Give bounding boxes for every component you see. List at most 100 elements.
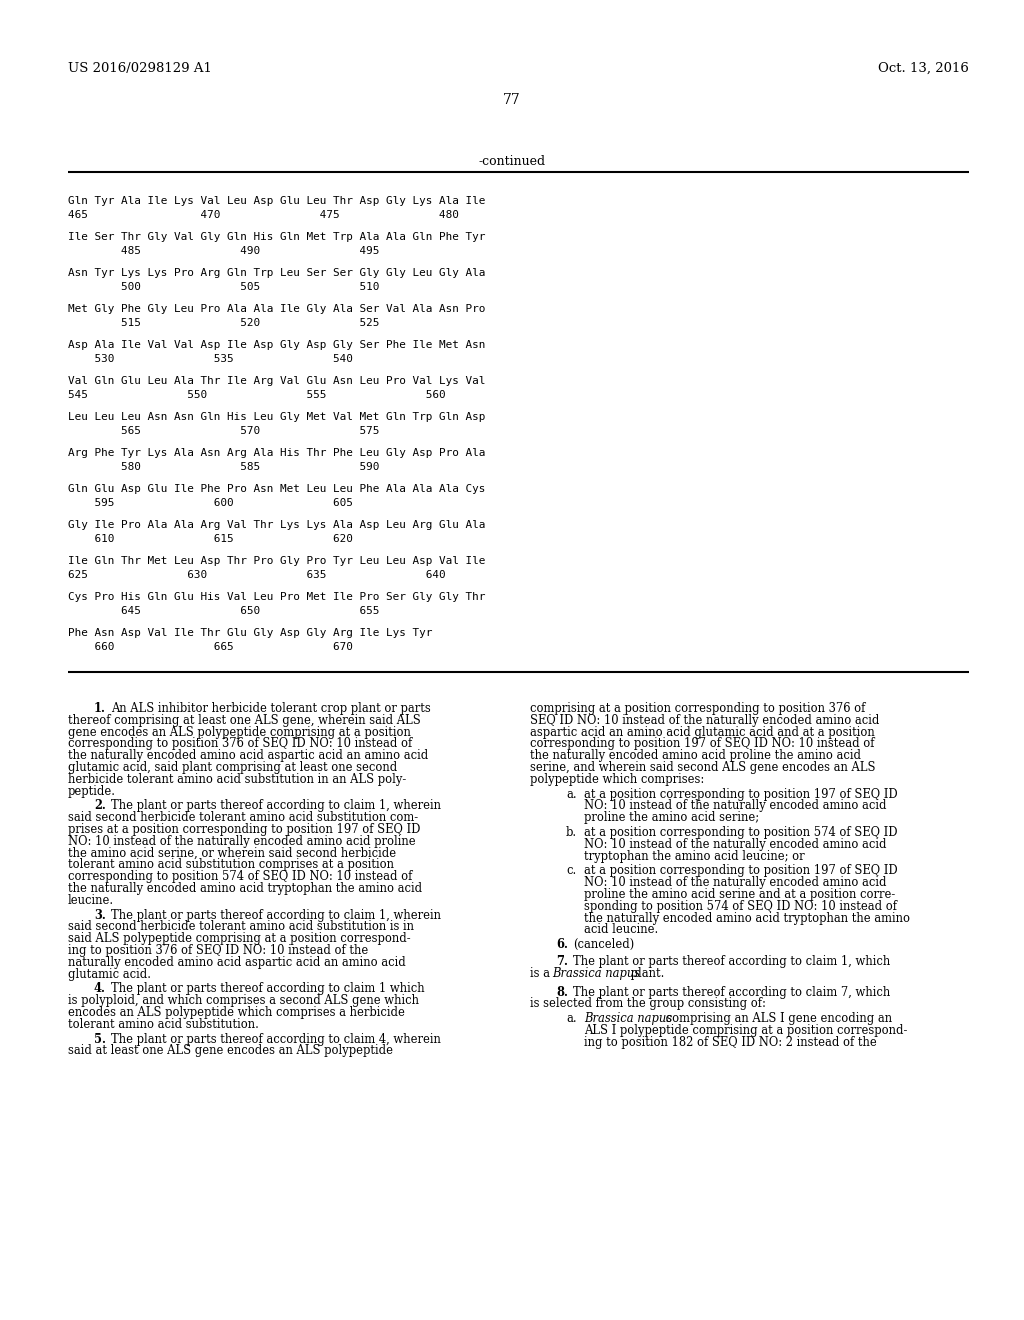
Text: The plant or parts thereof according to claim 4, wherein: The plant or parts thereof according to … — [111, 1032, 441, 1045]
Text: Gln Tyr Ala Ile Lys Val Leu Asp Glu Leu Thr Asp Gly Lys Ala Ile: Gln Tyr Ala Ile Lys Val Leu Asp Glu Leu … — [68, 195, 485, 206]
Text: (canceled): (canceled) — [573, 939, 634, 952]
Text: acid leucine.: acid leucine. — [584, 924, 658, 936]
Text: 465                 470               475               480: 465 470 475 480 — [68, 210, 459, 220]
Text: 485               490               495: 485 490 495 — [68, 246, 379, 256]
Text: at a position corresponding to position 197 of SEQ ID: at a position corresponding to position … — [584, 788, 898, 801]
Text: said at least one ALS gene encodes an ALS polypeptide: said at least one ALS gene encodes an AL… — [68, 1044, 393, 1057]
Text: US 2016/0298129 A1: US 2016/0298129 A1 — [68, 62, 212, 75]
Text: 4.: 4. — [94, 982, 105, 995]
Text: 6.: 6. — [556, 939, 568, 952]
Text: 625               630               635               640: 625 630 635 640 — [68, 570, 445, 579]
Text: tryptophan the amino acid leucine; or: tryptophan the amino acid leucine; or — [584, 850, 805, 862]
Text: The plant or parts thereof according to claim 1, which: The plant or parts thereof according to … — [573, 954, 890, 968]
Text: Brassica napus: Brassica napus — [584, 1012, 672, 1026]
Text: Leu Leu Leu Asn Asn Gln His Leu Gly Met Val Met Gln Trp Gln Asp: Leu Leu Leu Asn Asn Gln His Leu Gly Met … — [68, 412, 485, 422]
Text: prises at a position corresponding to position 197 of SEQ ID: prises at a position corresponding to po… — [68, 822, 421, 836]
Text: proline the amino acid serine;: proline the amino acid serine; — [584, 812, 759, 824]
Text: NO: 10 instead of the naturally encoded amino acid proline: NO: 10 instead of the naturally encoded … — [68, 834, 416, 847]
Text: Gly Ile Pro Ala Ala Arg Val Thr Lys Lys Ala Asp Leu Arg Glu Ala: Gly Ile Pro Ala Ala Arg Val Thr Lys Lys … — [68, 520, 485, 531]
Text: encodes an ALS polypeptide which comprises a herbicide: encodes an ALS polypeptide which compris… — [68, 1006, 404, 1019]
Text: at a position corresponding to position 197 of SEQ ID: at a position corresponding to position … — [584, 865, 898, 878]
Text: tolerant amino acid substitution.: tolerant amino acid substitution. — [68, 1018, 259, 1031]
Text: -continued: -continued — [478, 154, 546, 168]
Text: 7.: 7. — [556, 954, 568, 968]
Text: ing to position 182 of SEQ ID NO: 2 instead of the: ing to position 182 of SEQ ID NO: 2 inst… — [584, 1036, 877, 1049]
Text: corresponding to position 376 of SEQ ID NO: 10 instead of: corresponding to position 376 of SEQ ID … — [68, 738, 413, 750]
Text: 500               505               510: 500 505 510 — [68, 282, 379, 292]
Text: comprising at a position corresponding to position 376 of: comprising at a position corresponding t… — [530, 702, 865, 715]
Text: leucine.: leucine. — [68, 894, 114, 907]
Text: at a position corresponding to position 574 of SEQ ID: at a position corresponding to position … — [584, 826, 897, 840]
Text: is selected from the group consisting of:: is selected from the group consisting of… — [530, 998, 766, 1010]
Text: serine, and wherein said second ALS gene encodes an ALS: serine, and wherein said second ALS gene… — [530, 762, 876, 774]
Text: Asn Tyr Lys Lys Pro Arg Gln Trp Leu Ser Ser Gly Gly Leu Gly Ala: Asn Tyr Lys Lys Pro Arg Gln Trp Leu Ser … — [68, 268, 485, 279]
Text: Gln Glu Asp Glu Ile Phe Pro Asn Met Leu Leu Phe Ala Ala Ala Cys: Gln Glu Asp Glu Ile Phe Pro Asn Met Leu … — [68, 484, 485, 494]
Text: b.: b. — [566, 826, 578, 840]
Text: corresponding to position 574 of SEQ ID NO: 10 instead of: corresponding to position 574 of SEQ ID … — [68, 870, 413, 883]
Text: 645               650               655: 645 650 655 — [68, 606, 379, 616]
Text: proline the amino acid serine and at a position corre-: proline the amino acid serine and at a p… — [584, 888, 895, 902]
Text: is polyploid, and which comprises a second ALS gene which: is polyploid, and which comprises a seco… — [68, 994, 419, 1007]
Text: the naturally encoded amino acid aspartic acid an amino acid: the naturally encoded amino acid asparti… — [68, 750, 428, 762]
Text: sponding to position 574 of SEQ ID NO: 10 instead of: sponding to position 574 of SEQ ID NO: 1… — [584, 900, 897, 913]
Text: said second herbicide tolerant amino acid substitution is in: said second herbicide tolerant amino aci… — [68, 920, 414, 933]
Text: 515               520               525: 515 520 525 — [68, 318, 379, 327]
Text: glutamic acid, said plant comprising at least one second: glutamic acid, said plant comprising at … — [68, 762, 397, 774]
Text: 565               570               575: 565 570 575 — [68, 426, 379, 436]
Text: tolerant amino acid substitution comprises at a position: tolerant amino acid substitution compris… — [68, 858, 394, 871]
Text: glutamic acid.: glutamic acid. — [68, 968, 151, 981]
Text: ing to position 376 of SEQ ID NO: 10 instead of the: ing to position 376 of SEQ ID NO: 10 ins… — [68, 944, 369, 957]
Text: Arg Phe Tyr Lys Ala Asn Arg Ala His Thr Phe Leu Gly Asp Pro Ala: Arg Phe Tyr Lys Ala Asn Arg Ala His Thr … — [68, 447, 485, 458]
Text: 3.: 3. — [94, 908, 105, 921]
Text: comprising an ALS I gene encoding an: comprising an ALS I gene encoding an — [662, 1012, 892, 1026]
Text: NO: 10 instead of the naturally encoded amino acid: NO: 10 instead of the naturally encoded … — [584, 876, 887, 890]
Text: 2.: 2. — [94, 800, 105, 812]
Text: polypeptide which comprises:: polypeptide which comprises: — [530, 772, 705, 785]
Text: 77: 77 — [503, 92, 521, 107]
Text: NO: 10 instead of the naturally encoded amino acid: NO: 10 instead of the naturally encoded … — [584, 800, 887, 812]
Text: 610               615               620: 610 615 620 — [68, 535, 353, 544]
Text: Oct. 13, 2016: Oct. 13, 2016 — [879, 62, 969, 75]
Text: Ile Gln Thr Met Leu Asp Thr Pro Gly Pro Tyr Leu Leu Asp Val Ile: Ile Gln Thr Met Leu Asp Thr Pro Gly Pro … — [68, 556, 485, 566]
Text: Ile Ser Thr Gly Val Gly Gln His Gln Met Trp Ala Ala Gln Phe Tyr: Ile Ser Thr Gly Val Gly Gln His Gln Met … — [68, 232, 485, 242]
Text: a.: a. — [566, 788, 577, 801]
Text: Asp Ala Ile Val Val Asp Ile Asp Gly Asp Gly Ser Phe Ile Met Asn: Asp Ala Ile Val Val Asp Ile Asp Gly Asp … — [68, 341, 485, 350]
Text: Val Gln Glu Leu Ala Thr Ile Arg Val Glu Asn Leu Pro Val Lys Val: Val Gln Glu Leu Ala Thr Ile Arg Val Glu … — [68, 376, 485, 385]
Text: SEQ ID NO: 10 instead of the naturally encoded amino acid: SEQ ID NO: 10 instead of the naturally e… — [530, 714, 880, 727]
Text: An ALS inhibitor herbicide tolerant crop plant or parts: An ALS inhibitor herbicide tolerant crop… — [111, 702, 431, 715]
Text: gene encodes an ALS polypeptide comprising at a position: gene encodes an ALS polypeptide comprisi… — [68, 726, 411, 739]
Text: 8.: 8. — [556, 986, 568, 999]
Text: herbicide tolerant amino acid substitution in an ALS poly-: herbicide tolerant amino acid substituti… — [68, 772, 407, 785]
Text: Cys Pro His Gln Glu His Val Leu Pro Met Ile Pro Ser Gly Gly Thr: Cys Pro His Gln Glu His Val Leu Pro Met … — [68, 591, 485, 602]
Text: c.: c. — [566, 865, 577, 878]
Text: The plant or parts thereof according to claim 7, which: The plant or parts thereof according to … — [573, 986, 890, 999]
Text: The plant or parts thereof according to claim 1 which: The plant or parts thereof according to … — [111, 982, 425, 995]
Text: the naturally encoded amino acid tryptophan the amino acid: the naturally encoded amino acid tryptop… — [68, 882, 422, 895]
Text: corresponding to position 197 of SEQ ID NO: 10 instead of: corresponding to position 197 of SEQ ID … — [530, 738, 874, 750]
Text: a.: a. — [566, 1012, 577, 1026]
Text: the amino acid serine, or wherein said second herbicide: the amino acid serine, or wherein said s… — [68, 846, 396, 859]
Text: 5.: 5. — [94, 1032, 105, 1045]
Text: aspartic acid an amino acid glutamic acid and at a position: aspartic acid an amino acid glutamic aci… — [530, 726, 874, 739]
Text: 595               600               605: 595 600 605 — [68, 498, 353, 508]
Text: the naturally encoded amino acid proline the amino acid: the naturally encoded amino acid proline… — [530, 750, 861, 762]
Text: The plant or parts thereof according to claim 1, wherein: The plant or parts thereof according to … — [111, 908, 441, 921]
Text: ALS I polypeptide comprising at a position correspond-: ALS I polypeptide comprising at a positi… — [584, 1024, 907, 1038]
Text: Met Gly Phe Gly Leu Pro Ala Ala Ile Gly Ala Ser Val Ala Asn Pro: Met Gly Phe Gly Leu Pro Ala Ala Ile Gly … — [68, 304, 485, 314]
Text: naturally encoded amino acid aspartic acid an amino acid: naturally encoded amino acid aspartic ac… — [68, 956, 406, 969]
Text: said ALS polypeptide comprising at a position correspond-: said ALS polypeptide comprising at a pos… — [68, 932, 411, 945]
Text: the naturally encoded amino acid tryptophan the amino: the naturally encoded amino acid tryptop… — [584, 912, 910, 924]
Text: NO: 10 instead of the naturally encoded amino acid: NO: 10 instead of the naturally encoded … — [584, 838, 887, 851]
Text: is a: is a — [530, 966, 554, 979]
Text: The plant or parts thereof according to claim 1, wherein: The plant or parts thereof according to … — [111, 800, 441, 812]
Text: 530               535               540: 530 535 540 — [68, 354, 353, 364]
Text: 1.: 1. — [94, 702, 105, 715]
Text: plant.: plant. — [627, 966, 665, 979]
Text: Brassica napus: Brassica napus — [552, 966, 640, 979]
Text: 545               550               555               560: 545 550 555 560 — [68, 389, 445, 400]
Text: said second herbicide tolerant amino acid substitution com-: said second herbicide tolerant amino aci… — [68, 812, 418, 824]
Text: peptide.: peptide. — [68, 784, 116, 797]
Text: thereof comprising at least one ALS gene, wherein said ALS: thereof comprising at least one ALS gene… — [68, 714, 421, 727]
Text: 580               585               590: 580 585 590 — [68, 462, 379, 473]
Text: 660               665               670: 660 665 670 — [68, 642, 353, 652]
